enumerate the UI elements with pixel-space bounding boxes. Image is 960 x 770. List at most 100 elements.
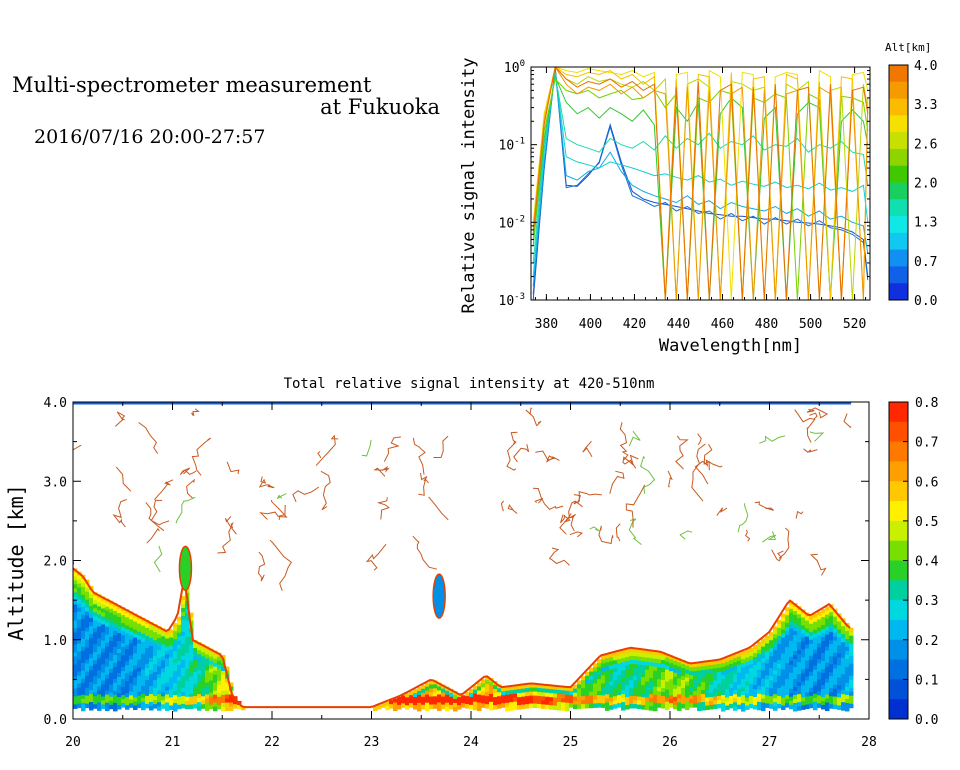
heatmap-cell xyxy=(709,672,714,678)
heatmap-colorbar-segment xyxy=(889,619,908,641)
heatmap-cell xyxy=(201,684,206,689)
heatmap-cell xyxy=(593,667,598,672)
heatmap-cell xyxy=(681,671,686,677)
heatmap-cell xyxy=(649,678,654,683)
heatmap-cell xyxy=(553,693,558,699)
heatmap-cell xyxy=(769,632,774,637)
heatmap-cell xyxy=(721,679,726,684)
heatmap-cell xyxy=(841,622,846,627)
heatmap-cell xyxy=(609,653,614,658)
heatmap-cell xyxy=(157,678,162,683)
heatmap-contour xyxy=(191,408,200,417)
heatmap-cell xyxy=(149,673,154,679)
heatmap-cell xyxy=(121,627,126,632)
heatmap-cell xyxy=(805,692,810,698)
heatmap-cell xyxy=(437,694,442,699)
heatmap-cell xyxy=(841,694,846,699)
heatmap-cell xyxy=(449,700,454,706)
heatmap-cell xyxy=(697,670,702,676)
heatmap-cell xyxy=(649,702,654,707)
heatmap-cell xyxy=(809,671,814,677)
heatmap-cell xyxy=(773,690,778,695)
heatmap-cell xyxy=(829,684,834,689)
heatmap-cell xyxy=(649,658,654,663)
heatmap-cell xyxy=(177,644,182,650)
heatmap-cell xyxy=(681,683,686,689)
heatmap-cell xyxy=(105,686,110,692)
heatmap-cell xyxy=(597,659,602,664)
spectrum-colorbar-segment xyxy=(889,216,908,234)
heatmap-cell xyxy=(457,701,462,706)
heatmap-cell xyxy=(101,696,106,702)
heatmap-cell xyxy=(105,678,110,684)
heatmap-cell xyxy=(705,705,710,711)
heatmap-cell xyxy=(605,682,610,687)
heatmap-cell xyxy=(773,698,778,703)
heatmap-cell xyxy=(133,681,138,686)
heatmap-cell xyxy=(169,633,174,638)
heatmap-cell xyxy=(649,686,654,691)
heatmap-cell xyxy=(809,631,814,637)
heatmap-cell xyxy=(613,660,618,665)
heatmap-cell xyxy=(101,700,106,706)
spectrum-series-line xyxy=(532,74,869,263)
heatmap-cell xyxy=(725,669,730,674)
heatmap-cell xyxy=(85,691,90,697)
heatmap-cell xyxy=(157,698,162,703)
heatmap-cell xyxy=(761,654,766,660)
heatmap-colorbar-segment xyxy=(889,402,908,423)
heatmap-cell xyxy=(781,645,786,651)
heatmap-cell xyxy=(629,699,634,705)
heatmap-cell xyxy=(205,686,210,691)
heatmap-cell xyxy=(833,668,838,674)
heatmap-cell xyxy=(77,595,82,601)
heatmap-cell xyxy=(677,658,682,663)
heatmap-cell xyxy=(93,648,98,653)
heatmap-cell xyxy=(161,696,166,701)
heatmap-cell xyxy=(85,671,90,677)
heatmap-cell xyxy=(153,636,158,641)
heatmap-cell xyxy=(565,706,570,712)
heatmap-cell xyxy=(93,596,98,601)
heatmap-cell xyxy=(633,692,638,697)
heatmap-cell xyxy=(73,632,78,637)
heatmap-cell xyxy=(401,703,406,708)
heatmap-cell xyxy=(97,614,102,619)
heatmap-cell xyxy=(409,699,414,704)
heatmap-cell xyxy=(729,683,734,689)
heatmap-cell xyxy=(585,703,590,709)
heatmap-cell xyxy=(121,683,126,688)
heatmap-cell xyxy=(81,590,86,596)
heatmap-cell xyxy=(797,682,802,687)
heatmap-cell xyxy=(113,610,118,616)
heatmap-cell xyxy=(533,703,538,709)
heatmap-cell xyxy=(189,660,194,666)
heatmap-cell xyxy=(89,593,94,599)
heatmap-cell xyxy=(177,696,182,702)
heatmap-cell xyxy=(637,700,642,706)
heatmap-cell xyxy=(705,673,710,679)
heatmap-cell xyxy=(617,691,622,696)
heatmap-cell xyxy=(205,694,210,699)
heatmap-cell xyxy=(485,680,490,685)
heatmap-cell xyxy=(169,645,174,650)
tick-base: 10 xyxy=(504,61,520,76)
heatmap-cell xyxy=(469,692,474,698)
heatmap-cell xyxy=(805,660,810,666)
heatmap-cell xyxy=(793,690,798,696)
heatmap-cell xyxy=(777,663,782,669)
heatmap-cell xyxy=(629,663,634,669)
heatmap-cell xyxy=(821,656,826,662)
heatmap-cell xyxy=(633,704,638,709)
heatmap-cell xyxy=(657,675,662,680)
heatmap-cell xyxy=(813,669,818,675)
heatmap-cell xyxy=(817,691,822,696)
heatmap-cell xyxy=(809,679,814,685)
heatmap-cell xyxy=(489,681,494,687)
heatmap-cell xyxy=(509,690,514,695)
heatmap-cell xyxy=(797,690,802,695)
heatmap-cell xyxy=(125,669,130,674)
heatmap-cell xyxy=(85,635,90,641)
heatmap-cell xyxy=(221,694,226,700)
heatmap-cell xyxy=(173,623,178,628)
